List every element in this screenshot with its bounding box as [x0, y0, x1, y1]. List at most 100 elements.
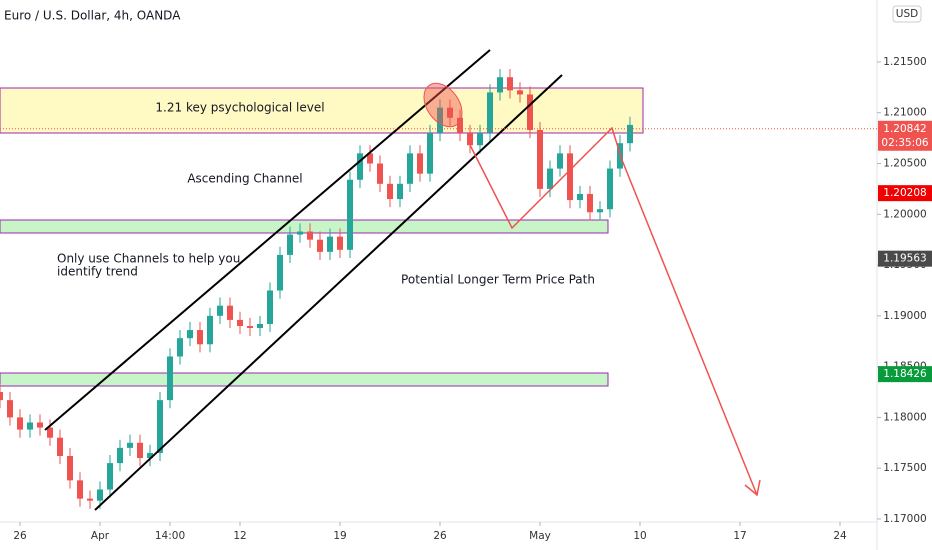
candle-body — [587, 193, 593, 213]
candle-body — [247, 325, 253, 329]
candle-body — [207, 315, 213, 345]
candle-body — [457, 117, 463, 134]
support-zone — [0, 372, 609, 387]
candle-body — [567, 153, 573, 201]
annotation: identify trend — [57, 265, 138, 279]
channel-lower — [94, 74, 563, 511]
candle-body — [367, 153, 373, 164]
x-tick-label: 26 — [433, 530, 447, 542]
candle-body — [57, 437, 63, 456]
candle-body — [437, 107, 443, 134]
candle-body — [37, 422, 43, 428]
candle-body — [327, 236, 333, 252]
support-zone — [0, 219, 609, 234]
plot-area — [0, 87, 644, 387]
candle-body — [557, 153, 563, 169]
candle-body — [167, 356, 173, 401]
candle-body — [317, 239, 323, 252]
x-tick-label: 14:00 — [155, 530, 185, 542]
candle-body — [137, 442, 143, 459]
price-label-box — [878, 120, 932, 151]
chart-title: Euro / U.S. Dollar, 4h, OANDA — [4, 9, 181, 23]
annotation: Ascending Channel — [187, 172, 302, 186]
candle-body — [517, 90, 523, 95]
candle-body — [7, 400, 13, 418]
y-tick-label: 1.20000 — [883, 208, 926, 220]
candle-body — [497, 77, 503, 93]
candle-body — [97, 489, 103, 501]
arrow-head — [744, 479, 761, 497]
candle-body — [407, 153, 413, 184]
annotation: Only use Channels to help you — [57, 252, 240, 266]
candle-body — [477, 133, 483, 146]
countdown: 02:35:06 — [881, 137, 928, 149]
candle-body — [157, 400, 163, 453]
projected-path — [469, 126, 758, 496]
candle-body — [197, 330, 203, 345]
resistance-zone — [0, 87, 644, 134]
candle-body — [0, 392, 3, 401]
currency: USD — [896, 8, 918, 20]
candle-body — [147, 452, 153, 459]
y-tick-label: 1.20500 — [883, 158, 926, 170]
channel-upper — [44, 49, 491, 431]
candle-body — [547, 168, 553, 189]
candle-body — [227, 305, 233, 320]
price-label: 1.20208 — [883, 187, 926, 199]
candle-body — [297, 231, 303, 235]
price-label-box — [878, 250, 932, 267]
currency-box[interactable] — [892, 5, 922, 23]
candle-body — [627, 124, 633, 144]
y-tick-label: 1.17000 — [883, 513, 926, 525]
annotation: 1.21 key psychological level — [155, 101, 324, 115]
candle-body — [267, 290, 273, 324]
candle-body — [307, 231, 313, 240]
x-tick-label: 17 — [733, 530, 746, 542]
x-tick-label: May — [529, 530, 551, 542]
candle-body — [47, 427, 53, 438]
candle-body — [447, 107, 453, 118]
candle-body — [257, 323, 263, 329]
candle-body — [387, 183, 393, 200]
price-label: 1.18426 — [883, 368, 927, 380]
candle-body — [487, 92, 493, 134]
y-tick-label: 1.21500 — [883, 56, 926, 68]
candle-body — [117, 447, 123, 464]
highlight-ellipse — [423, 82, 463, 128]
candle-body — [537, 129, 543, 189]
candle-body — [607, 168, 613, 210]
annotation: Potential Longer Term Price Path — [401, 273, 595, 287]
price-label: 1.20842 — [883, 123, 926, 135]
candle-body — [427, 133, 433, 174]
drawings: 1.21 key psychological level Ascending C… — [44, 49, 761, 511]
candle-body — [527, 94, 533, 130]
x-tick-label: 19 — [333, 530, 346, 542]
x-tick-label: 26 — [13, 530, 27, 542]
candle-body — [217, 305, 223, 316]
candle-body — [597, 209, 603, 213]
x-tick-label: Apr — [91, 530, 110, 542]
x-tick-label: 12 — [233, 530, 246, 542]
y-tick-label: 1.18000 — [883, 411, 926, 423]
price-label: 1.19563 — [883, 253, 926, 265]
candle-body — [77, 480, 83, 499]
candle-body — [577, 193, 583, 201]
candle-body — [507, 77, 513, 91]
candle-body — [287, 234, 293, 255]
candle-body — [177, 338, 183, 357]
candle-body — [397, 183, 403, 200]
candle-body — [67, 455, 73, 481]
candle-body — [357, 153, 363, 180]
candle-body — [127, 442, 133, 448]
y-tick-label: 1.17500 — [883, 462, 926, 474]
x-tick-label: 24 — [833, 530, 847, 542]
x-tick-label: 10 — [633, 530, 646, 542]
candle-body — [467, 133, 473, 146]
price-label-box — [878, 366, 932, 383]
candle-body — [87, 498, 93, 501]
candle-body — [277, 254, 283, 291]
candle-body — [187, 330, 193, 339]
candle-body — [377, 163, 383, 184]
candle-body — [27, 422, 33, 430]
